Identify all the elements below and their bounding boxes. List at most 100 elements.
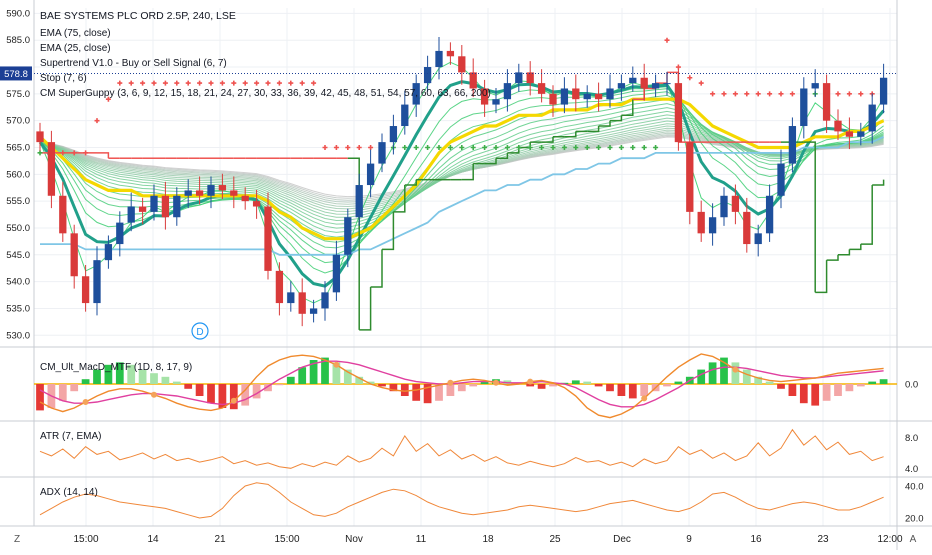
- time-axis-corner: Z: [14, 534, 20, 545]
- macd-hist-bar: [343, 369, 352, 384]
- indicator-legend-3: Stop (7, 6): [40, 73, 87, 84]
- stop-cross: [675, 64, 681, 70]
- macd-hist-bar: [822, 384, 831, 401]
- candle-body: [549, 93, 557, 105]
- macd-signal-line: [39, 360, 884, 408]
- candle-body: [594, 93, 603, 100]
- macd-hist-bar: [628, 384, 637, 399]
- stop-cross: [789, 91, 795, 97]
- macd-hist-bar: [617, 384, 626, 396]
- macd-hist-bar: [229, 384, 238, 410]
- stop-cross: [687, 75, 693, 81]
- candle-body: [822, 83, 831, 121]
- adx-tick-label: 20.0: [905, 514, 924, 525]
- stop-cross: [60, 150, 66, 156]
- stop-cross: [698, 80, 704, 86]
- indicator-legend-0: EMA (75, close): [40, 28, 111, 39]
- candle-body: [344, 217, 352, 255]
- macd-hist-bar: [663, 384, 671, 387]
- macd-hist-bar: [480, 381, 489, 384]
- macd-hist-bar: [446, 384, 455, 396]
- macd-hist-bar: [195, 384, 204, 396]
- macd-hist-bar: [640, 384, 649, 396]
- time-tick-label: 9: [686, 534, 692, 545]
- stop-cross: [721, 91, 727, 97]
- stop-cross: [573, 144, 579, 150]
- candle-body: [492, 99, 500, 105]
- stop-cross: [265, 80, 271, 86]
- guppy-ema-line: [39, 98, 884, 243]
- indicator-legend-1: EMA (25, close): [40, 43, 111, 54]
- candle-body: [298, 292, 306, 314]
- macd-hist-bar: [241, 384, 250, 406]
- atr-tick-label: 4.0: [905, 464, 918, 475]
- candle-body: [161, 195, 170, 218]
- macd-hist-bar: [150, 373, 158, 384]
- supertrend-segment: [564, 131, 577, 138]
- stop-cross: [504, 144, 510, 150]
- candle-body: [127, 206, 135, 223]
- macd-hist-bar: [70, 384, 79, 392]
- stop-cross: [276, 80, 282, 86]
- stop-cross: [630, 144, 636, 150]
- supertrend-segment: [359, 286, 372, 331]
- macd-hist-bar: [674, 381, 683, 384]
- stop-cross: [755, 91, 761, 97]
- macd-hist-bar: [799, 384, 808, 404]
- candle-body: [857, 131, 865, 137]
- stop-cross: [539, 144, 545, 150]
- price-tick-label: 585.0: [6, 35, 30, 46]
- macd-hist-bar: [765, 381, 774, 384]
- candle-body: [412, 83, 420, 105]
- macd-cross-dot: [641, 395, 648, 402]
- macd-hist-bar: [218, 384, 227, 408]
- candle-body: [686, 142, 694, 212]
- macd-hist-bar: [594, 384, 603, 387]
- stop-cross: [527, 144, 533, 150]
- price-tick-label: 590.0: [6, 8, 30, 19]
- candle-body: [241, 195, 249, 202]
- macd-hist-bar: [412, 384, 421, 401]
- macd-hist-bar: [127, 364, 136, 384]
- candle-body: [708, 217, 717, 234]
- time-tick-label: 15:00: [274, 534, 299, 545]
- candle-body: [81, 276, 90, 304]
- macd-hist-bar: [378, 384, 386, 387]
- price-tick-label: 540.0: [6, 277, 30, 288]
- macd-hist-bar: [172, 381, 181, 384]
- stop-cross: [322, 144, 328, 150]
- stop-cross: [835, 91, 841, 97]
- stop-cross: [105, 96, 111, 102]
- supertrend-segment: [587, 126, 600, 133]
- candle-body: [469, 72, 477, 89]
- candle-body: [515, 72, 523, 84]
- macd-cross-dot: [493, 379, 499, 386]
- stop-cross: [162, 80, 168, 86]
- candle-body: [104, 244, 113, 261]
- candle-body: [754, 233, 762, 245]
- candle-body: [70, 233, 78, 277]
- supertrend-segment: [393, 185, 406, 213]
- last-price-label: 578.8: [4, 69, 28, 80]
- candle-body: [651, 83, 660, 89]
- time-tick-label: 23: [817, 534, 829, 545]
- candle-body: [560, 88, 569, 105]
- macd-cross-dot: [527, 378, 534, 385]
- adx-title: ADX (14, 14): [40, 487, 98, 498]
- candle-body: [834, 120, 842, 132]
- macd-hist-bar: [469, 384, 478, 387]
- stop-cross: [128, 80, 134, 86]
- macd-hist-bar: [104, 364, 113, 384]
- stop-cross: [299, 80, 305, 86]
- candle-body: [252, 201, 261, 207]
- supertrend-segment: [404, 179, 417, 186]
- candle-body: [879, 77, 888, 105]
- macd-hist-bar: [93, 369, 101, 384]
- stop-cross: [744, 91, 750, 97]
- supertrend-segment: [461, 163, 474, 181]
- price-tick-label: 555.0: [6, 196, 30, 207]
- stop-cross: [618, 144, 624, 150]
- time-tick-label: 25: [549, 534, 561, 545]
- macd-hist-bar: [537, 384, 546, 389]
